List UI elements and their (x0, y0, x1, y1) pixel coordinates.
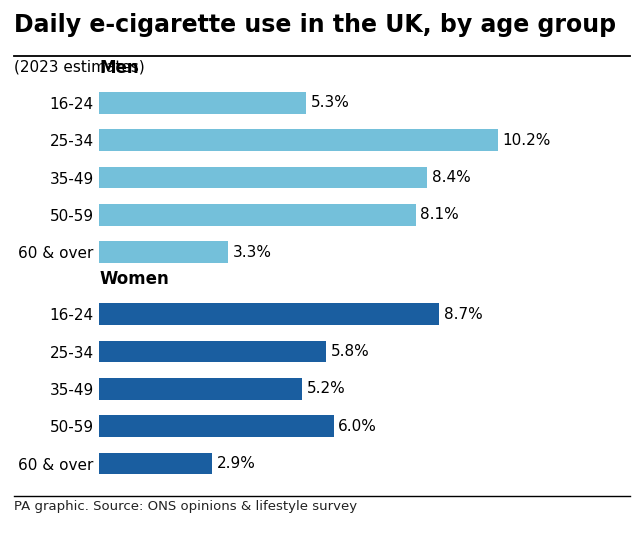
Text: 5.3%: 5.3% (311, 95, 349, 110)
Text: Women: Women (99, 270, 169, 288)
Bar (99, 92, 306, 114)
Bar (99, 129, 497, 151)
Text: (2023 estimates): (2023 estimates) (14, 60, 145, 75)
Bar (99, 453, 212, 475)
Bar (99, 378, 302, 400)
Text: 8.7%: 8.7% (444, 307, 483, 322)
Text: PA graphic. Source: ONS opinions & lifestyle survey: PA graphic. Source: ONS opinions & lifes… (14, 500, 357, 513)
Text: 8.4%: 8.4% (432, 170, 470, 185)
Text: 8.1%: 8.1% (420, 208, 459, 223)
Bar (99, 341, 326, 362)
Bar (99, 167, 428, 188)
Text: 2.9%: 2.9% (217, 456, 256, 471)
Text: 3.3%: 3.3% (233, 245, 272, 260)
Text: Daily e-cigarette use in the UK, by age group: Daily e-cigarette use in the UK, by age … (14, 13, 616, 37)
Bar (99, 416, 333, 437)
Text: 6.0%: 6.0% (338, 419, 377, 434)
Text: 10.2%: 10.2% (502, 133, 550, 148)
Text: 5.2%: 5.2% (307, 381, 346, 396)
Text: 5.8%: 5.8% (330, 344, 369, 359)
Text: Men: Men (99, 59, 139, 77)
Bar (99, 204, 415, 226)
Bar (99, 241, 228, 263)
Bar (99, 303, 439, 325)
